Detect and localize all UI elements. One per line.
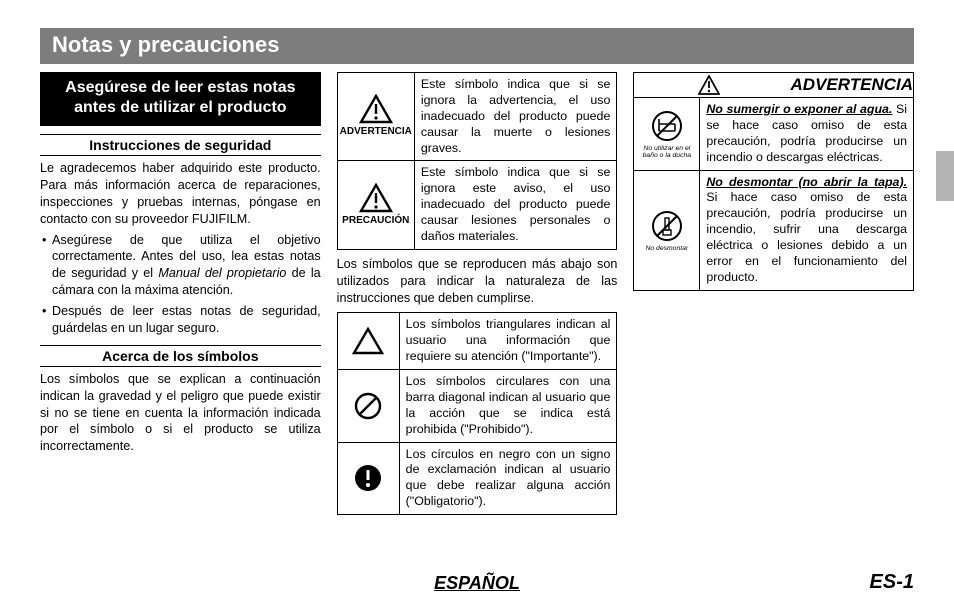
- cell-mandatory-icon: [337, 442, 399, 515]
- cell-advertencia-icon: ADVERTENCIA: [337, 73, 414, 161]
- cell-advertencia-text: Este símbolo indica que si se ignora la …: [414, 73, 616, 161]
- adv-row-disassemble: No desmontar No desmontar (no abrir la t…: [633, 171, 914, 291]
- row-advertencia: ADVERTENCIA Este símbolo indica que si s…: [337, 73, 617, 161]
- bullet-1: Asegúrese de que utiliza el objetivo cor…: [40, 232, 321, 300]
- paragraph-between-tables: Los símbolos que se reproducen más abajo…: [337, 256, 618, 307]
- document-page: Notas y precauciones Asegúrese de leer e…: [0, 0, 954, 604]
- paragraph-symbols: Los símbolos que se explican a continuac…: [40, 371, 321, 455]
- footer-language: ESPAÑOL: [40, 573, 914, 594]
- warning-triangle-icon: [359, 94, 393, 124]
- advertencia-heading-text: ADVERTENCIA: [791, 75, 913, 95]
- triangle-icon: [352, 327, 384, 355]
- heading-instructions: Instrucciones de seguridad: [40, 134, 321, 156]
- adv-lead-water: No sumergir o exponer al agua.: [706, 102, 892, 116]
- table-warning-caution: ADVERTENCIA Este símbolo indica que si s…: [337, 72, 618, 250]
- column-3: ADVERTENCIA No utilizar en el baño o la …: [633, 72, 914, 515]
- bullet-1-italic: Manual del propietario: [158, 266, 286, 280]
- cell-precaucion-icon: PRECAUCIÓN: [337, 161, 414, 249]
- cell-precaucion-text: Este símbolo indica que si se ignora est…: [414, 161, 616, 249]
- warning-triangle-icon: [698, 75, 720, 95]
- tiny-no-bath: No utilizar en el baño o la ducha: [636, 145, 697, 159]
- cell-prohibited-icon: [337, 370, 399, 443]
- heading-symbols: Acerca de los símbolos: [40, 345, 321, 367]
- adv-row-water: No utilizar en el baño o la ducha No sum…: [633, 98, 914, 171]
- adv-icon-water: No utilizar en el baño o la ducha: [634, 98, 700, 170]
- row-precaucion: PRECAUCIÓN Este símbolo indica que si se…: [337, 161, 617, 249]
- cell-triangle-icon: [337, 313, 399, 370]
- table-symbol-meanings: Los símbolos triangulares indican al usu…: [337, 312, 618, 515]
- adv-text-water: No sumergir o exponer al agua. Si se hac…: [700, 98, 913, 170]
- no-disassemble-icon: [650, 209, 684, 243]
- adv-body-disassemble: Si hace caso omiso de esta precaución, p…: [706, 190, 907, 283]
- advertencia-heading: ADVERTENCIA: [633, 72, 914, 98]
- no-bath-icon: [650, 109, 684, 143]
- row-mandatory: Los círculos en negro con un signo de ex…: [337, 442, 617, 515]
- bullet-list: Asegúrese de que utiliza el objetivo cor…: [40, 232, 321, 337]
- label-advertencia: ADVERTENCIA: [340, 126, 412, 139]
- tiny-no-disassemble: No desmontar: [645, 245, 688, 252]
- side-tab: [936, 151, 954, 201]
- adv-lead-disassemble: No desmontar (no abrir la tapa).: [706, 175, 907, 189]
- prohibited-icon: [353, 391, 383, 421]
- label-precaucion: PRECAUCIÓN: [340, 215, 412, 228]
- intro-black-box: Asegúrese de leer estas notas antes de u…: [40, 72, 321, 126]
- cell-triangle-text: Los símbolos triangulares indican al usu…: [399, 313, 617, 370]
- paragraph-thanks: Le agradecemos haber adquirido este prod…: [40, 160, 321, 228]
- adv-text-disassemble: No desmontar (no abrir la tapa). Si hace…: [700, 171, 913, 290]
- adv-icon-disassemble: No desmontar: [634, 171, 700, 290]
- bullet-2: Después de leer estas notas de seguridad…: [40, 303, 321, 337]
- cell-prohibited-text: Los símbolos circulares con una barra di…: [399, 370, 617, 443]
- row-triangle: Los símbolos triangulares indican al usu…: [337, 313, 617, 370]
- mandatory-icon: [353, 463, 383, 493]
- cell-mandatory-text: Los círculos en negro con un signo de ex…: [399, 442, 617, 515]
- row-prohibited: Los símbolos circulares con una barra di…: [337, 370, 617, 443]
- caution-triangle-icon: [359, 183, 393, 213]
- column-1: Asegúrese de leer estas notas antes de u…: [40, 72, 321, 515]
- column-2: ADVERTENCIA Este símbolo indica que si s…: [337, 72, 618, 515]
- three-columns: Asegúrese de leer estas notas antes de u…: [40, 72, 914, 515]
- page-footer: ESPAÑOL ES-1: [40, 571, 914, 594]
- section-header: Notas y precauciones: [40, 28, 914, 64]
